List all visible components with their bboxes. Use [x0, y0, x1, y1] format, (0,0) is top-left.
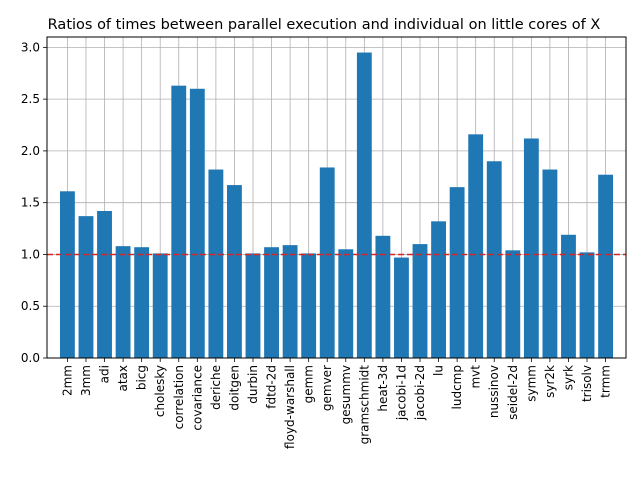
y-tick-label: 2.5	[21, 92, 40, 106]
bar-syr2k	[542, 169, 558, 358]
x-tick-label: heat-3d	[376, 365, 390, 412]
y-tick-label: 3.0	[21, 40, 40, 54]
y-tick-label: 1.0	[21, 247, 40, 261]
bar-gemm	[301, 253, 317, 358]
x-tick-label: floyd-warshall	[283, 365, 297, 449]
y-tick-label: 0.5	[21, 299, 40, 313]
x-tick-label: covariance	[190, 365, 204, 431]
x-tick-label: symm	[524, 365, 538, 402]
x-tick-label: gemver	[320, 365, 334, 411]
x-tick-label: lu	[432, 365, 446, 376]
x-tick-label: bicg	[135, 365, 149, 390]
x-tick-label: deriche	[209, 365, 223, 410]
bar-cholesky	[152, 253, 168, 358]
x-tick-label: adi	[98, 365, 112, 383]
x-tick-label: doitgen	[227, 365, 241, 411]
bar-fdtd-2d	[264, 247, 279, 358]
bar-bicg	[134, 247, 150, 358]
bar-jacobi-2d	[412, 244, 428, 358]
bar-mvt	[468, 134, 484, 358]
x-tick-label: cholesky	[153, 365, 167, 417]
x-tick-label: trisolv	[580, 365, 594, 402]
bar-doitgen	[227, 185, 242, 358]
bar-3mm	[78, 216, 94, 358]
x-tick-label: ludcmp	[450, 365, 464, 409]
bars-group	[59, 52, 614, 359]
x-tick-label: nussinov	[487, 365, 501, 418]
bar-deriche	[208, 169, 224, 358]
x-tick-label: jacobi-2d	[413, 365, 427, 421]
y-axis: 0.0 0.5 1.0 1.5 2.0 2.5 3.0	[21, 40, 47, 365]
bar-2mm	[59, 191, 75, 358]
bar-correlation	[171, 85, 187, 359]
bar-nussinov	[486, 161, 502, 358]
bar-gemver	[319, 167, 335, 358]
y-tick-label: 2.0	[21, 144, 40, 158]
bar-gesummv	[338, 249, 354, 358]
bar-syrk	[561, 234, 576, 358]
bar-floyd-warshall	[282, 245, 298, 358]
x-tick-label: durbin	[246, 365, 260, 404]
x-tick-label: 2mm	[60, 365, 74, 396]
x-tick-label: 3mm	[79, 365, 93, 396]
bar-durbin	[245, 253, 261, 358]
bar-jacobi-1d	[394, 257, 409, 358]
x-tick-label: seidel-2d	[506, 365, 520, 420]
x-tick-label: syrk	[561, 365, 575, 390]
grid-lines	[47, 37, 626, 359]
bar-trmm	[598, 174, 614, 358]
bar-lu	[431, 221, 446, 358]
bar-adi	[97, 210, 112, 358]
y-tick-label: 0.0	[21, 351, 40, 365]
bar-gramschmidt	[356, 52, 372, 358]
bar-ludcmp	[449, 187, 465, 358]
chart-title: Ratios of times between parallel executi…	[48, 17, 601, 33]
bar-atax	[115, 246, 131, 358]
bar-trisolv	[579, 252, 595, 358]
x-tick-label: jacobi-1d	[394, 365, 408, 421]
y-tick-label: 1.5	[21, 196, 40, 210]
x-tick-label: atax	[116, 365, 130, 392]
x-tick-label: trmm	[599, 365, 613, 398]
x-axis: 2mm 3mm adi atax bicg cholesky correlation cova…	[60, 358, 613, 449]
bar-covariance	[189, 88, 205, 358]
x-tick-label: mvt	[469, 365, 483, 389]
plot-frame	[46, 36, 627, 359]
bar-symm	[523, 138, 539, 358]
x-tick-label: gramschmidt	[357, 365, 371, 445]
x-tick-label: gesummv	[339, 365, 353, 424]
x-tick-label: syr2k	[543, 365, 557, 398]
x-tick-label: fdtd-2d	[265, 365, 279, 409]
bar-seidel-2d	[505, 250, 521, 358]
x-tick-label: correlation	[172, 365, 186, 429]
bar-heat-3d	[375, 235, 391, 358]
x-tick-label: gemm	[302, 365, 316, 403]
